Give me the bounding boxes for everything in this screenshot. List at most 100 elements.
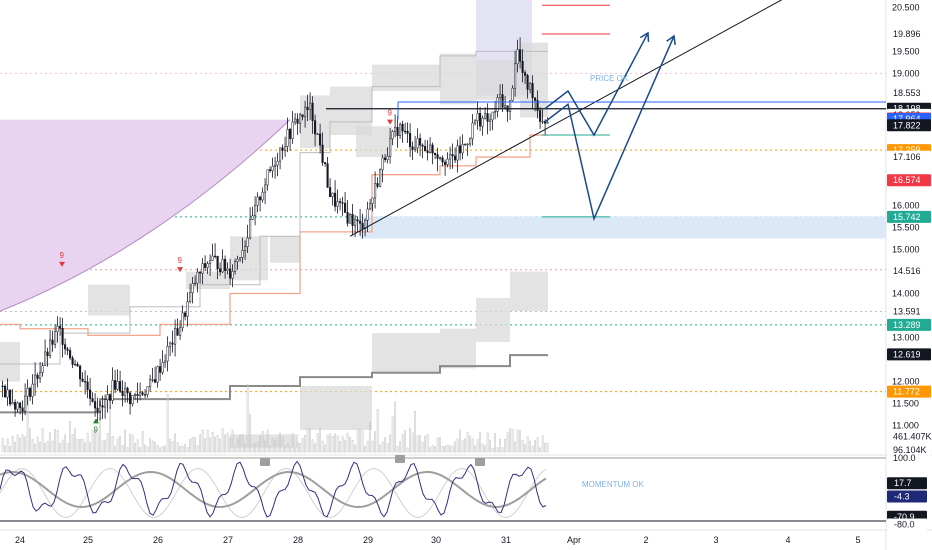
volume-bar: [279, 432, 282, 453]
volume-bar: [19, 437, 22, 453]
volume-bar: [91, 430, 94, 453]
price-axis[interactable]: 20.50019.50019.00018.50016.00015.50015.0…: [887, 2, 932, 531]
candle-body: [234, 261, 237, 272]
volume-bar: [136, 439, 139, 453]
candle-body: [526, 75, 529, 90]
volume-bar: [84, 442, 87, 453]
candle-body: [374, 183, 377, 199]
candle-body: [56, 325, 59, 332]
candle-body: [249, 219, 252, 239]
candle-body: [94, 401, 97, 409]
candle-body: [476, 113, 479, 122]
candle-body: [14, 402, 17, 410]
candle-body: [429, 144, 432, 153]
volume-bar: [314, 443, 317, 453]
time-tick-label: 27: [223, 535, 233, 545]
volume-bar: [541, 435, 544, 453]
volume-bar: [131, 434, 134, 453]
volume-bar: [151, 440, 154, 453]
td-marker: [59, 261, 65, 267]
candle-body: [469, 138, 472, 145]
candle-body: [494, 111, 497, 113]
range-box: [520, 42, 548, 118]
time-tick-label: 4: [785, 535, 790, 545]
candle-body: [89, 389, 92, 399]
candle-body: [159, 366, 162, 373]
candles-layer: [1, 37, 549, 422]
candle-body: [201, 263, 204, 274]
volume-bar: [1, 437, 4, 453]
price-tag: [887, 443, 931, 456]
range-box: [270, 236, 300, 263]
candle-body: [426, 150, 429, 153]
volume-bar: [306, 428, 309, 453]
candle-body: [141, 392, 144, 395]
candle-body: [244, 246, 247, 251]
volume-bar: [499, 438, 502, 453]
price-tag: [887, 305, 931, 318]
candle-body: [364, 220, 367, 229]
candle-body: [471, 122, 474, 140]
candle-body: [34, 374, 37, 385]
candle-body: [256, 196, 259, 206]
osc-signal-box: [260, 458, 270, 466]
candle-body: [131, 394, 134, 405]
volume-bar: [441, 445, 444, 453]
price-tag-label: 17.964: [893, 114, 921, 124]
volume-bar: [284, 445, 287, 453]
candle-body: [336, 201, 339, 207]
price-tick-label: 19.000: [892, 68, 920, 78]
volume-bar: [299, 443, 302, 453]
candle-body: [214, 255, 217, 258]
td-marker: [387, 119, 393, 125]
price-tag-label: 96.104K: [893, 445, 927, 455]
volume-bar: [349, 437, 352, 453]
volume-bar: [174, 433, 177, 453]
volume-bar: [66, 443, 69, 453]
volume-bar: [326, 435, 329, 453]
price-tag: [887, 430, 931, 443]
price-tag: [887, 264, 931, 277]
volume-bar: [196, 445, 199, 453]
candle-body: [204, 263, 207, 268]
price-tick-label: 16.000: [892, 200, 920, 210]
dark-stepline: [0, 354, 548, 414]
time-axis[interactable]: 24 25 26 27 28 29 30 31 Apr 2 3 4 5: [15, 535, 861, 545]
volume-bar: [239, 434, 242, 453]
td-marker: [177, 267, 183, 273]
price-tag: [887, 318, 931, 331]
candle-body: [281, 147, 284, 151]
volume-bar: [486, 432, 489, 453]
volume-bar: [489, 439, 492, 453]
volume-bar: [49, 432, 52, 453]
candle-body: [219, 268, 222, 273]
candle-body: [36, 374, 39, 379]
candle-body: [136, 394, 139, 396]
volume-bar: [179, 446, 182, 453]
volume-bar: [321, 440, 324, 453]
volume-bar: [181, 446, 184, 453]
price-tag-label: 17.106: [893, 152, 921, 162]
volume-bar: [154, 441, 157, 453]
volume-bar: [56, 430, 59, 453]
candle-body: [19, 402, 22, 409]
candle-body: [291, 121, 294, 139]
volume-bar: [516, 429, 519, 453]
candle-body: [409, 133, 412, 147]
price-tag: [887, 348, 931, 361]
candle-body: [454, 155, 457, 161]
volume-bar: [474, 445, 477, 453]
candle-body: [164, 360, 167, 363]
volume-bar: [494, 433, 497, 453]
price-tick-label: 15.500: [892, 223, 920, 233]
volume-bar: [54, 429, 57, 453]
candle-body: [326, 163, 329, 188]
volume-bar: [44, 443, 47, 453]
volume-bar: [36, 436, 39, 453]
price-tag-label: 13.289: [893, 320, 921, 330]
price-tag-label: 14.516: [893, 266, 921, 276]
volume-bar: [159, 447, 162, 453]
volume-bar: [459, 429, 462, 453]
price-tag-label: 17.822: [893, 120, 921, 130]
